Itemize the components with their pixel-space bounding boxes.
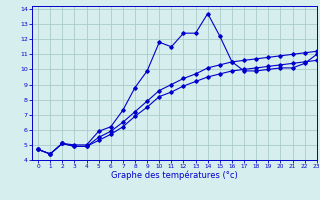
X-axis label: Graphe des températures (°c): Graphe des températures (°c): [111, 171, 238, 180]
